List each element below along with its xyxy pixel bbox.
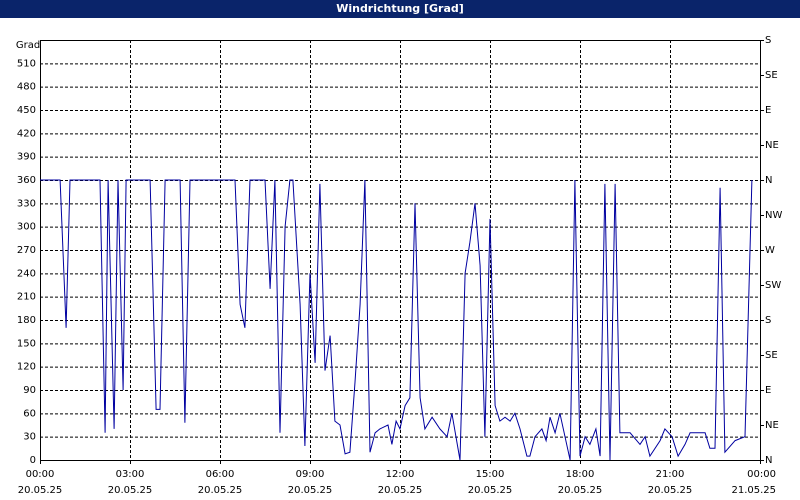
x-tick-label: 06:00 xyxy=(206,469,235,480)
data-line xyxy=(40,179,753,461)
x-tick-date: 20.05.25 xyxy=(108,485,153,496)
y-tick-label: 510 xyxy=(17,58,36,69)
y-tick-label: 330 xyxy=(17,198,36,209)
y2-tick-label: S xyxy=(765,35,771,46)
y-tick-label: 60 xyxy=(23,408,36,419)
y-tick-label: 480 xyxy=(17,82,36,93)
y-tick-label: 90 xyxy=(23,385,36,396)
x-tick-label: 09:00 xyxy=(296,469,325,480)
x-tick-date: 20.05.25 xyxy=(468,485,513,496)
y-axis-label: Grad xyxy=(16,40,40,51)
y-tick-label: 420 xyxy=(17,128,36,139)
y-tick-label: 360 xyxy=(17,175,36,186)
y2-tick-label: SW xyxy=(765,280,781,291)
y2-tick-label: SE xyxy=(765,350,778,361)
x-tick-date: 21.05.25 xyxy=(731,485,776,496)
x-tick-date: 20.05.25 xyxy=(378,485,423,496)
title-bar xyxy=(0,0,800,18)
x-tick-label: 00:00 xyxy=(26,469,55,480)
chart-title: Windrichtung [Grad] xyxy=(336,2,464,15)
y-tick-label: 240 xyxy=(17,268,36,279)
y2-tick-label: N xyxy=(765,455,772,466)
y-tick-label: 30 xyxy=(23,432,36,443)
y2-tick-label: SE xyxy=(765,70,778,81)
y-tick-label: 300 xyxy=(17,222,36,233)
y2-tick-label: E xyxy=(765,385,771,396)
x-tick-date: 20.05.25 xyxy=(18,485,63,496)
y-tick-label: 150 xyxy=(17,338,36,349)
y-tick-label: 390 xyxy=(17,152,36,163)
y2-tick-label: NE xyxy=(765,140,779,151)
y2-tick-label: NW xyxy=(765,210,782,221)
y-tick-label: 210 xyxy=(17,292,36,303)
x-tick-date: 20.05.25 xyxy=(558,485,603,496)
x-tick-date: 20.05.25 xyxy=(198,485,243,496)
y2-tick-label: W xyxy=(765,245,775,256)
x-tick-label: 18:00 xyxy=(566,469,595,480)
y2-tick-label: S xyxy=(765,315,771,326)
x-tick-label: 03:00 xyxy=(116,469,145,480)
y2-tick-label: N xyxy=(765,175,772,186)
x-tick-label: 21:00 xyxy=(656,469,685,480)
x-tick-label: 12:00 xyxy=(386,469,415,480)
y-tick-label: 180 xyxy=(17,315,36,326)
x-tick-label: 15:00 xyxy=(476,469,505,480)
x-tick-date: 20.05.25 xyxy=(648,485,693,496)
y-tick-label: 450 xyxy=(17,105,36,116)
y2-tick-label: NE xyxy=(765,420,779,431)
y-tick-label: 0 xyxy=(30,455,36,466)
x-tick-label: 00:00 xyxy=(747,469,776,480)
y-tick-label: 120 xyxy=(17,362,36,373)
x-tick-date: 20.05.25 xyxy=(288,485,333,496)
y2-tick-label: E xyxy=(765,105,771,116)
y-tick-label: 270 xyxy=(17,245,36,256)
